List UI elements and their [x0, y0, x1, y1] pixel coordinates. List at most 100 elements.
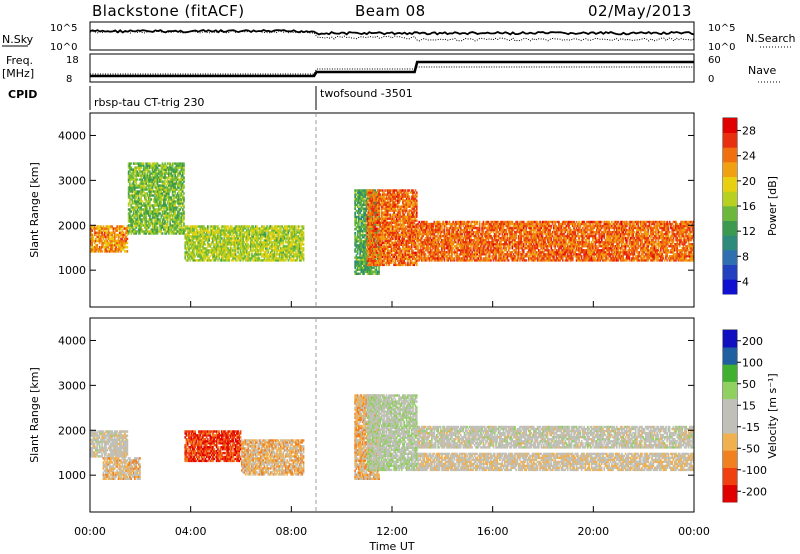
heatmap-cell: [132, 170, 135, 173]
heatmap-cell: [212, 235, 214, 238]
heatmap-cell: [400, 207, 403, 210]
heatmap-cell: [295, 253, 297, 256]
heatmap-cell: [397, 203, 399, 206]
heatmap-cell: [197, 241, 199, 244]
heatmap-cell: [239, 249, 242, 252]
heatmap-cell: [242, 249, 244, 252]
heatmap-cell: [223, 225, 226, 228]
heatmap-cell: [157, 190, 160, 193]
heatmap-cell: [178, 204, 180, 207]
heatmap-cell: [136, 222, 139, 225]
heatmap-cell: [184, 255, 187, 258]
heatmap-cell: [409, 209, 412, 212]
heatmap-cell: [412, 255, 414, 258]
heatmap-cell: [415, 233, 418, 236]
heatmap-cell: [358, 215, 360, 219]
heatmap-cell: [383, 219, 385, 222]
heatmap-cell: [375, 223, 378, 226]
heatmap-cell: [142, 204, 145, 207]
heatmap-cell: [370, 207, 373, 210]
heatmap-cell: [164, 200, 166, 203]
heatmap-cell: [369, 257, 371, 260]
heatmap-cell: [95, 237, 97, 241]
heatmap-cell: [254, 243, 257, 246]
heatmap-cell: [390, 247, 393, 250]
heatmap-cell: [140, 188, 142, 191]
heatmap-cell: [156, 184, 159, 187]
heatmap-cell: [364, 270, 366, 273]
heatmap-cell: [160, 208, 163, 211]
heatmap-cell: [151, 210, 154, 213]
heatmap-cell: [394, 193, 397, 196]
heatmap-cell: [190, 253, 193, 256]
heatmap-cell: [191, 227, 194, 230]
heatmap-cell: [273, 251, 276, 254]
heatmap-cell: [239, 251, 242, 254]
heatmap-cell: [368, 209, 370, 212]
heatmap-cell: [395, 199, 398, 202]
heatmap-cell: [161, 220, 164, 223]
heatmap-cell: [203, 259, 205, 262]
heatmap-cell: [371, 195, 374, 198]
heatmap-cell: [168, 180, 170, 183]
heatmap-cell: [203, 251, 205, 254]
heatmap-cell: [188, 239, 190, 242]
heatmap-cell: [413, 227, 416, 230]
heatmap-cell: [371, 189, 374, 192]
heatmap-cell: [295, 237, 297, 240]
heatmap-cell: [173, 232, 175, 235]
heatmap-cell: [193, 245, 195, 248]
heatmap-cell: [236, 227, 238, 230]
heatmap-cell: [230, 227, 233, 230]
heatmap-cell: [198, 253, 200, 256]
heatmap-cell: [365, 215, 368, 219]
heatmap-cell: [154, 228, 156, 231]
heatmap-cell: [390, 205, 393, 208]
heatmap-cell: [242, 225, 244, 228]
heatmap-cell: [390, 249, 393, 252]
heatmap-cell: [376, 251, 379, 254]
heatmap-cell: [186, 231, 189, 234]
heatmap-cell: [156, 194, 159, 197]
heatmap-cell: [230, 255, 233, 258]
heatmap-cell: [366, 229, 369, 232]
heatmap-cell: [361, 189, 364, 192]
heatmap-cell: [410, 195, 413, 198]
heatmap-cell: [413, 215, 416, 218]
heatmap-cell: [213, 253, 215, 256]
heatmap-cell: [360, 195, 363, 198]
heatmap-cell: [380, 199, 383, 202]
heatmap-cell: [365, 232, 368, 235]
heatmap-cell: [121, 235, 124, 239]
heatmap-cell: [366, 233, 369, 236]
heatmap-cell: [368, 225, 370, 228]
heatmap-cell: [374, 195, 377, 198]
heatmap-cell: [371, 242, 374, 245]
heatmap-cell: [159, 198, 161, 201]
heatmap-cell: [159, 222, 161, 225]
heatmap-cell: [405, 253, 408, 256]
heatmap-cell: [181, 184, 184, 187]
heatmap-cell: [193, 257, 195, 260]
heatmap-cell: [280, 253, 282, 256]
heatmap-cell: [408, 195, 411, 198]
heatmap-cell: [134, 166, 136, 169]
heatmap-cell: [288, 253, 291, 256]
heatmap-cell: [364, 221, 366, 225]
heatmap-cell: [285, 245, 287, 248]
heatmap-cell: [121, 248, 124, 251]
heatmap-cell: [225, 243, 228, 246]
heatmap-cell: [389, 223, 392, 226]
heatmap-cell: [183, 184, 185, 187]
heatmap-cell: [373, 241, 375, 244]
heatmap-cell: [389, 259, 392, 263]
heatmap-cell: [218, 257, 221, 260]
heatmap-cell: [154, 218, 156, 221]
heatmap-cell: [300, 259, 302, 262]
heatmap-cell: [186, 253, 189, 256]
heatmap-cell: [295, 233, 297, 236]
heatmap-cell: [271, 245, 273, 248]
heatmap-cell: [371, 211, 374, 214]
heatmap-cell: [246, 241, 248, 244]
heatmap-cell: [98, 235, 101, 239]
